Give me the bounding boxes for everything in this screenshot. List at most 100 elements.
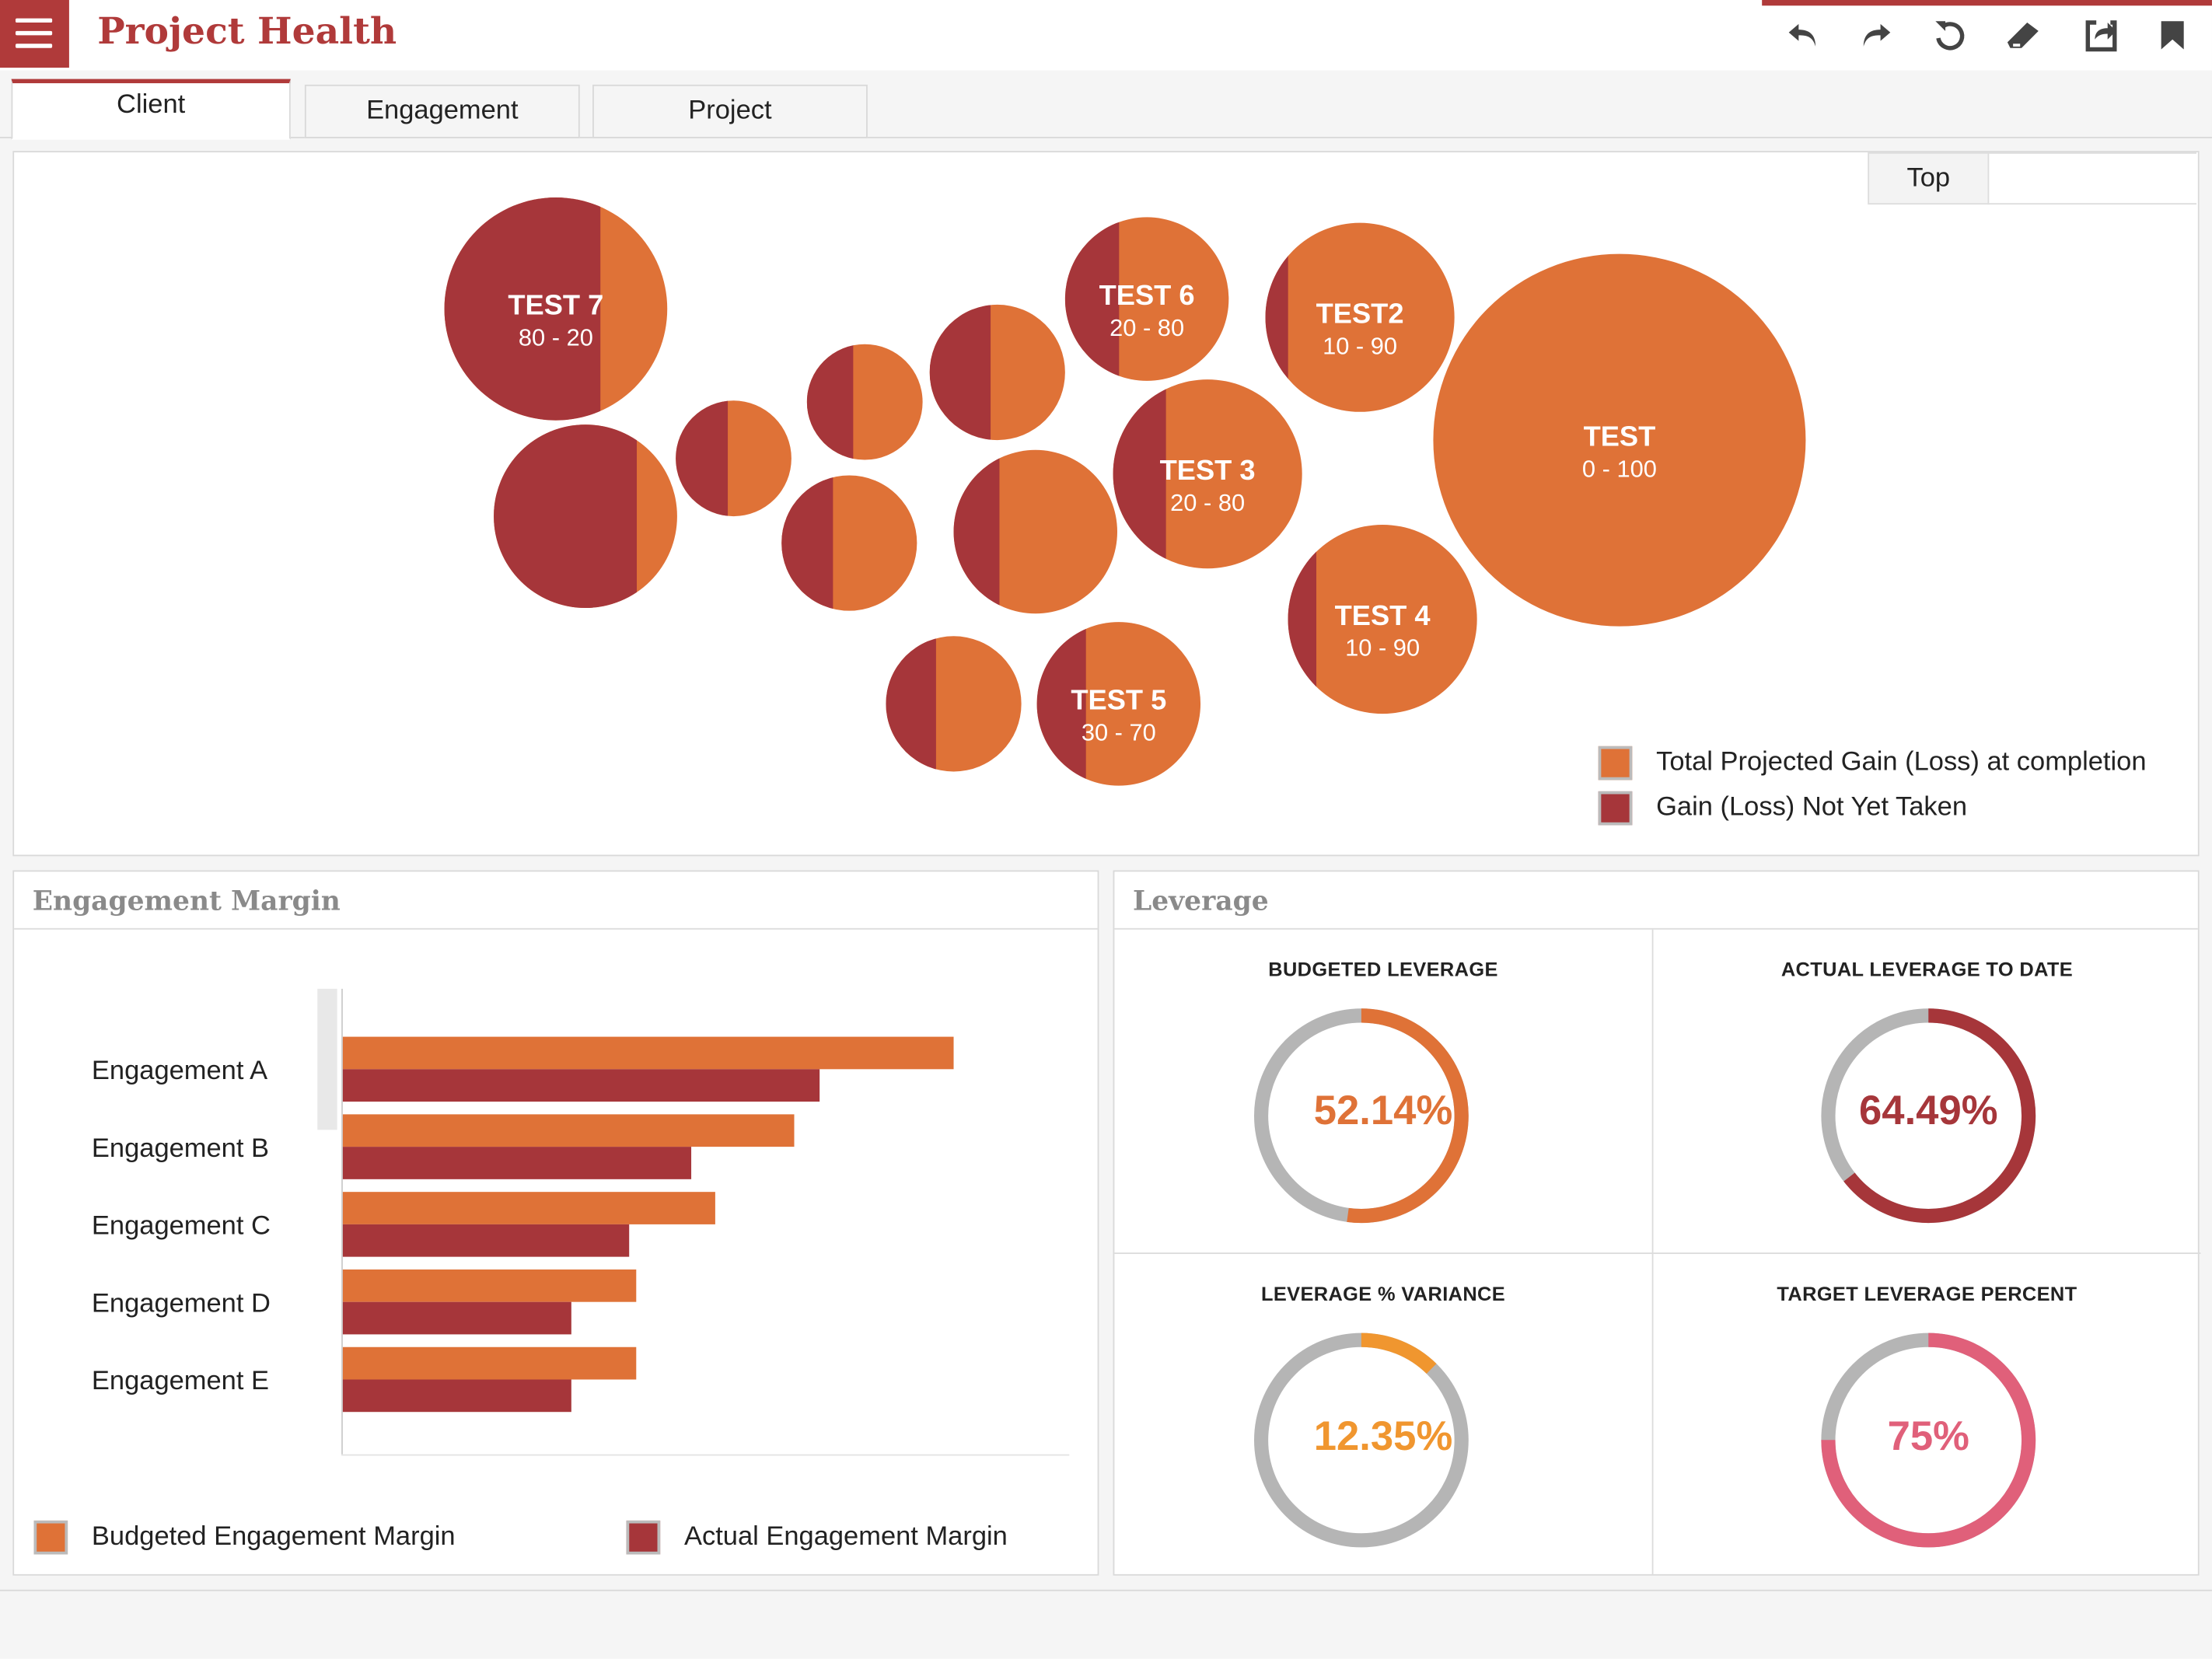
- gauge-budgeted-leverage: BUDGETED LEVERAGE 52.14%: [1114, 930, 1651, 1252]
- page-title: Project Health: [97, 11, 397, 54]
- bar-budgeted[interactable]: [342, 1036, 954, 1070]
- bubble[interactable]: [806, 344, 923, 460]
- gauge-title: TARGET LEVERAGE PERCENT: [1777, 1282, 2077, 1305]
- bubble[interactable]: TEST 0 - 100: [1433, 253, 1806, 627]
- bar-budgeted[interactable]: [342, 1192, 715, 1224]
- eraser-icon[interactable]: [2003, 16, 2043, 55]
- bubble[interactable]: TEST 3 20 - 80: [1113, 379, 1302, 569]
- legend-swatch-red: [1598, 791, 1633, 826]
- bubble[interactable]: [781, 475, 917, 611]
- legend-label: Budgeted Engagement Margin: [91, 1521, 456, 1552]
- bubble[interactable]: [494, 424, 677, 609]
- bubble-projected-segment: [1265, 222, 1455, 412]
- gauge-fill: [1254, 1008, 1469, 1224]
- gauge-fill: [1254, 1332, 1469, 1548]
- category-label: Engagement B: [91, 1133, 270, 1164]
- panel-title: Leverage: [1132, 885, 1269, 917]
- tab-bar: Client Engagement Project: [0, 70, 2212, 140]
- bubble-not-taken-segment: [1265, 222, 1288, 412]
- category-label: Engagement A: [91, 1056, 268, 1087]
- bubble[interactable]: [929, 304, 1065, 441]
- undo-icon[interactable]: [1783, 16, 1822, 55]
- bar-budgeted[interactable]: [342, 1114, 795, 1147]
- bubble[interactable]: TEST 5 30 - 70: [1036, 622, 1201, 786]
- tab-project[interactable]: Project: [592, 84, 868, 138]
- bubble-not-taken-segment: [886, 636, 936, 772]
- bubble-range-label: 10 - 90: [1345, 634, 1420, 662]
- bubble[interactable]: [676, 400, 791, 517]
- bubble-range-label: 30 - 70: [1082, 719, 1156, 746]
- bubble-range-label: 10 - 90: [1323, 332, 1397, 359]
- redo-icon[interactable]: [1857, 16, 1896, 55]
- bubble-label: TEST 4: [1335, 599, 1431, 631]
- footer-bar: [0, 1589, 2212, 1659]
- menu-button[interactable]: [0, 0, 69, 68]
- bookmark-icon[interactable]: [2153, 16, 2193, 55]
- bar-budgeted[interactable]: [342, 1346, 636, 1380]
- bubble-label: TEST: [1584, 420, 1656, 452]
- bubble-not-taken-segment: [953, 449, 1000, 614]
- bubble[interactable]: TEST 6 20 - 80: [1064, 217, 1229, 381]
- category-label: Engagement C: [91, 1211, 271, 1242]
- divider: [14, 927, 1098, 930]
- grid-divider-horizontal: [1114, 1252, 2201, 1255]
- toolbar-accent: [1762, 0, 2212, 6]
- bubble-label: TEST 3: [1160, 454, 1256, 486]
- gauge-ring: [1821, 1008, 2036, 1224]
- gauge-title: BUDGETED LEVERAGE: [1268, 957, 1498, 981]
- legend-swatch-orange: [1598, 746, 1633, 781]
- bubble-projected-segment: [1433, 253, 1806, 627]
- bar-actual[interactable]: [342, 1147, 691, 1179]
- bubble-panel: Top TEST 7 80 - 20 TEST 6 20 - 80 TEST2 10 - …: [12, 151, 2200, 857]
- bubble-not-taken-segment: [929, 304, 991, 441]
- y-axis-line: [341, 988, 343, 1455]
- bubble-not-taken-segment: [781, 475, 833, 611]
- legend-label: Actual Engagement Margin: [683, 1521, 1008, 1552]
- bubble[interactable]: TEST 7 80 - 20: [444, 197, 668, 421]
- leverage-panel: Leverage BUDGETED LEVERAGE 52.14% ACTUAL…: [1113, 870, 2201, 1576]
- bubble[interactable]: TEST 4 10 - 90: [1288, 524, 1477, 714]
- bubble[interactable]: [886, 636, 1022, 772]
- bar-actual[interactable]: [342, 1069, 819, 1102]
- gauge-title: ACTUAL LEVERAGE TO DATE: [1780, 957, 2074, 981]
- bubble-not-taken-segment: [806, 344, 854, 460]
- bar-actual[interactable]: [342, 1379, 572, 1413]
- bubble-projected-segment: [1288, 524, 1477, 714]
- gauge-value: 75%: [1887, 1414, 1969, 1460]
- bubble-not-taken-segment: [494, 424, 638, 609]
- legend-label: Total Projected Gain (Loss) at completio…: [1656, 747, 2147, 777]
- bubble-label: TEST 5: [1071, 684, 1166, 716]
- bubble-not-taken-segment: [676, 400, 729, 517]
- bubble-range-label: 20 - 80: [1170, 489, 1245, 516]
- legend-item-not-taken: Gain (Loss) Not Yet Taken: [1598, 791, 1967, 826]
- category-label: Engagement E: [91, 1367, 270, 1397]
- legend-swatch-orange: [33, 1520, 68, 1555]
- gauge-actual-leverage: ACTUAL LEVERAGE TO DATE 64.49%: [1653, 930, 2200, 1252]
- legend-item-budgeted: Budgeted Engagement Margin: [33, 1520, 456, 1555]
- bubble-range-label: 20 - 80: [1109, 314, 1184, 341]
- gauge-ring: [1821, 1332, 2036, 1548]
- bar-actual[interactable]: [342, 1224, 630, 1257]
- divider: [1114, 927, 2198, 930]
- bar-budgeted[interactable]: [342, 1269, 636, 1302]
- bubble-not-taken-segment: [1288, 524, 1317, 714]
- bubble-range-label: 0 - 100: [1582, 455, 1657, 482]
- gauge-value: 12.35%: [1313, 1414, 1453, 1460]
- bubble-range-label: 80 - 20: [519, 324, 593, 351]
- share-icon[interactable]: [2082, 16, 2122, 55]
- tab-engagement[interactable]: Engagement: [304, 84, 580, 138]
- gauge-fill: [1821, 1008, 2036, 1224]
- refresh-icon[interactable]: [1930, 16, 1969, 55]
- legend-item-projected: Total Projected Gain (Loss) at completio…: [1598, 746, 2147, 781]
- menu-icon-bar: [15, 30, 53, 36]
- top-button[interactable]: Top: [1868, 152, 1990, 205]
- category-label: Engagement D: [91, 1289, 271, 1319]
- bar-actual[interactable]: [342, 1301, 572, 1335]
- bubble[interactable]: [953, 449, 1118, 614]
- scroll-indicator[interactable]: [317, 988, 337, 1130]
- tab-client[interactable]: Client: [11, 79, 291, 140]
- gauge-leverage-variance: LEVERAGE % VARIANCE 12.35%: [1114, 1254, 1651, 1576]
- bubble[interactable]: TEST2 10 - 90: [1265, 222, 1455, 412]
